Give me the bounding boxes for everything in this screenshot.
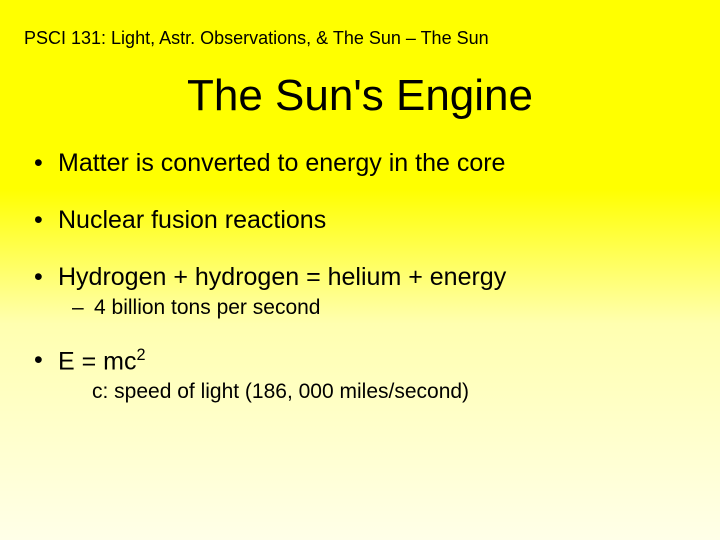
sub-note: c: speed of light (186, 000 miles/second… (34, 380, 720, 404)
bullet-item: • Hydrogen + hydrogen = helium + energy (34, 263, 720, 292)
bullet-item: • Matter is converted to energy in the c… (34, 149, 720, 178)
slide-title: The Sun's Engine (0, 71, 720, 121)
formula-exponent: 2 (137, 346, 146, 364)
sub-bullet-text: 4 billion tons per second (94, 296, 320, 320)
slide-content: • Matter is converted to energy in the c… (0, 149, 720, 404)
bullet-dot: • (34, 263, 58, 292)
bullet-dot: • (34, 149, 58, 178)
bullet-text: Nuclear fusion reactions (58, 206, 720, 235)
bullet-item: • Nuclear fusion reactions (34, 206, 720, 235)
sub-bullet-item: – 4 billion tons per second (34, 296, 720, 320)
course-header: PSCI 131: Light, Astr. Observations, & T… (0, 0, 720, 49)
formula-base: E = mc (58, 347, 137, 375)
bullet-text: Hydrogen + hydrogen = helium + energy (58, 263, 720, 292)
bullet-dot: • (34, 206, 58, 235)
sub-bullet-dash: – (72, 296, 94, 320)
bullet-text: Matter is converted to energy in the cor… (58, 149, 720, 178)
bullet-dot: • (34, 346, 58, 375)
bullet-item: • E = mc2 (34, 346, 720, 376)
bullet-text: E = mc2 (58, 346, 720, 376)
